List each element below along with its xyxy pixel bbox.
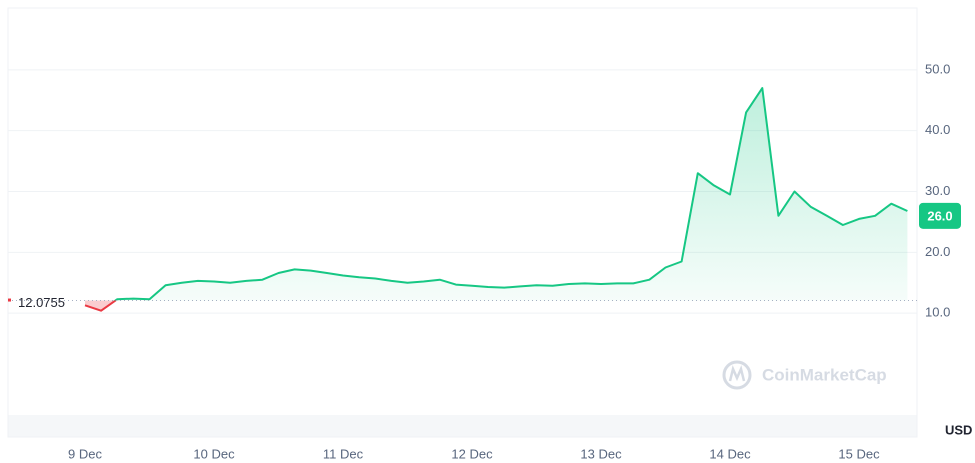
y-tick-label: 40.0 — [925, 122, 950, 137]
price-area — [115, 88, 908, 301]
y-tick-label: 10.0 — [925, 305, 950, 320]
x-tick-label: 13 Dec — [580, 446, 622, 461]
reference-label: 12.0755 — [18, 295, 65, 310]
y-tick-label: 20.0 — [925, 244, 950, 259]
watermark: CoinMarketCap — [722, 360, 887, 390]
price-line — [113, 87, 908, 301]
y-tick-label: 30.0 — [925, 183, 950, 198]
x-tick-label: 9 Dec — [68, 446, 102, 461]
x-tick-label: 11 Dec — [323, 446, 364, 461]
x-tick-label: 14 Dec — [709, 446, 751, 461]
current-price-badge — [919, 202, 961, 229]
x-tick-label: 10 Dec — [193, 446, 235, 461]
current-price-label: 26.0 — [927, 208, 952, 223]
volume-band — [8, 415, 917, 437]
currency-label: USD — [945, 422, 972, 437]
x-tick-label: 15 Dec — [838, 446, 880, 461]
y-tick-label: 50.0 — [925, 61, 950, 76]
watermark-text: CoinMarketCap — [762, 365, 887, 384]
x-tick-label: 12 Dec — [451, 446, 493, 461]
reference-marker — [8, 298, 11, 302]
